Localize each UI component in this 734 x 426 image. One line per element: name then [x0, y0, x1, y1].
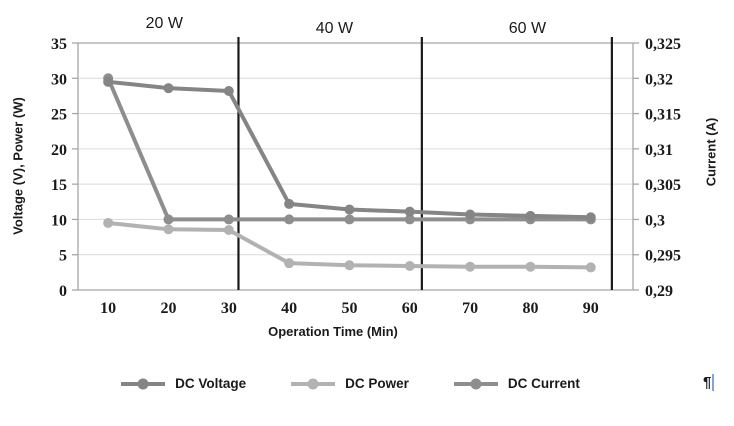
series-point-dc-power [103, 217, 114, 228]
series-point-dc-power [284, 258, 295, 269]
series-point-dc-power [465, 261, 476, 272]
y-right-tick-label: 0,32 [645, 71, 673, 88]
x-tick-label: 50 [341, 300, 357, 317]
series-point-dc-current [163, 214, 174, 225]
series-point-dc-current [404, 214, 415, 225]
y-left-tick-label: 35 [51, 36, 67, 53]
series-point-dc-voltage [585, 212, 596, 223]
x-tick-label: 70 [462, 300, 478, 317]
y-right-tick-label: 0,305 [645, 177, 681, 194]
line-marker-icon [291, 378, 336, 389]
plot-border [77, 42, 634, 291]
axis-ticks [72, 42, 639, 291]
section-labels: 20 W 40 W 60 W [146, 15, 547, 37]
gridlines [78, 42, 633, 256]
series-line-dc-voltage [106, 79, 593, 220]
y-right-tick-label: 0,3 [645, 212, 665, 229]
series-point-dc-power [163, 224, 174, 235]
x-tick-label: 90 [583, 300, 599, 317]
legend-label-dc-voltage: DC Voltage [175, 376, 247, 391]
axis-labels: 0 5 10 15 20 25 30 35 0,29 0,295 0,3 0,305 0,31 0,315… [51, 36, 681, 317]
series-point-dc-power [404, 261, 415, 272]
series-point-dc-voltage [223, 85, 234, 96]
series-point-dc-power [344, 260, 355, 271]
legend-item-dc-power: DC Power [290, 376, 409, 391]
y-left-tick-label: 0 [59, 283, 67, 300]
x-tick-label: 20 [160, 300, 176, 317]
line-marker-icon [121, 378, 166, 389]
x-tick-label: 80 [522, 300, 538, 317]
series-point-dc-current [284, 214, 295, 225]
x-tick-label: 30 [221, 300, 237, 317]
series-point-dc-power [525, 261, 536, 272]
y-left-tick-label: 5 [59, 248, 67, 265]
y-right-tick-label: 0,315 [645, 107, 681, 124]
y-axis-right-title: Current (A) [703, 117, 719, 187]
section-label: 60 W [509, 20, 547, 37]
x-tick-label: 10 [100, 300, 116, 317]
y-right-tick-label: 0,31 [645, 142, 673, 159]
chart-canvas: 0 5 10 15 20 25 30 35 0,29 0,295 0,3 0,305 0,31 0,315… [51, 15, 681, 317]
x-tick-label: 60 [402, 300, 418, 317]
y-right-tick-label: 0,295 [645, 248, 681, 265]
line-marker-icon [453, 378, 498, 389]
pilcrow-mark: ¶ [703, 374, 715, 391]
series-point-dc-power [223, 225, 234, 236]
series-lines [103, 73, 596, 273]
y-left-tick-label: 30 [51, 71, 67, 88]
series-point-dc-voltage [284, 198, 295, 209]
y-axis-left-title: Voltage (V), Power (W) [10, 97, 26, 235]
y-right-tick-label: 0,29 [645, 283, 673, 300]
legend-label-dc-current: DC Current [507, 376, 580, 391]
series-point-dc-current [344, 214, 355, 225]
section-dividers [237, 37, 613, 290]
y-left-tick-label: 15 [51, 177, 67, 194]
legend-label-dc-power: DC Power [345, 376, 409, 391]
series-point-dc-power [585, 262, 596, 273]
legend-item-dc-voltage: DC Voltage [120, 376, 246, 391]
y-right-tick-label: 0,325 [645, 36, 681, 53]
legend: DC Voltage DC Power DC Current [0, 376, 700, 391]
series-point-dc-voltage [103, 76, 114, 87]
series-point-dc-voltage [465, 209, 476, 220]
series-point-dc-voltage [525, 210, 536, 221]
y-left-tick-label: 25 [51, 107, 67, 124]
x-tick-label: 40 [281, 300, 297, 317]
series-point-dc-current [223, 214, 234, 225]
section-label: 20 W [146, 15, 184, 32]
series-point-dc-voltage [344, 204, 355, 215]
series-point-dc-voltage [404, 206, 415, 217]
y-left-tick-label: 10 [51, 212, 67, 229]
x-axis-title: Operation Time (Min) [268, 324, 398, 339]
section-label: 40 W [316, 20, 354, 37]
legend-item-dc-current: DC Current [453, 376, 580, 391]
series-point-dc-voltage [163, 83, 174, 94]
y-left-tick-label: 20 [51, 142, 67, 159]
